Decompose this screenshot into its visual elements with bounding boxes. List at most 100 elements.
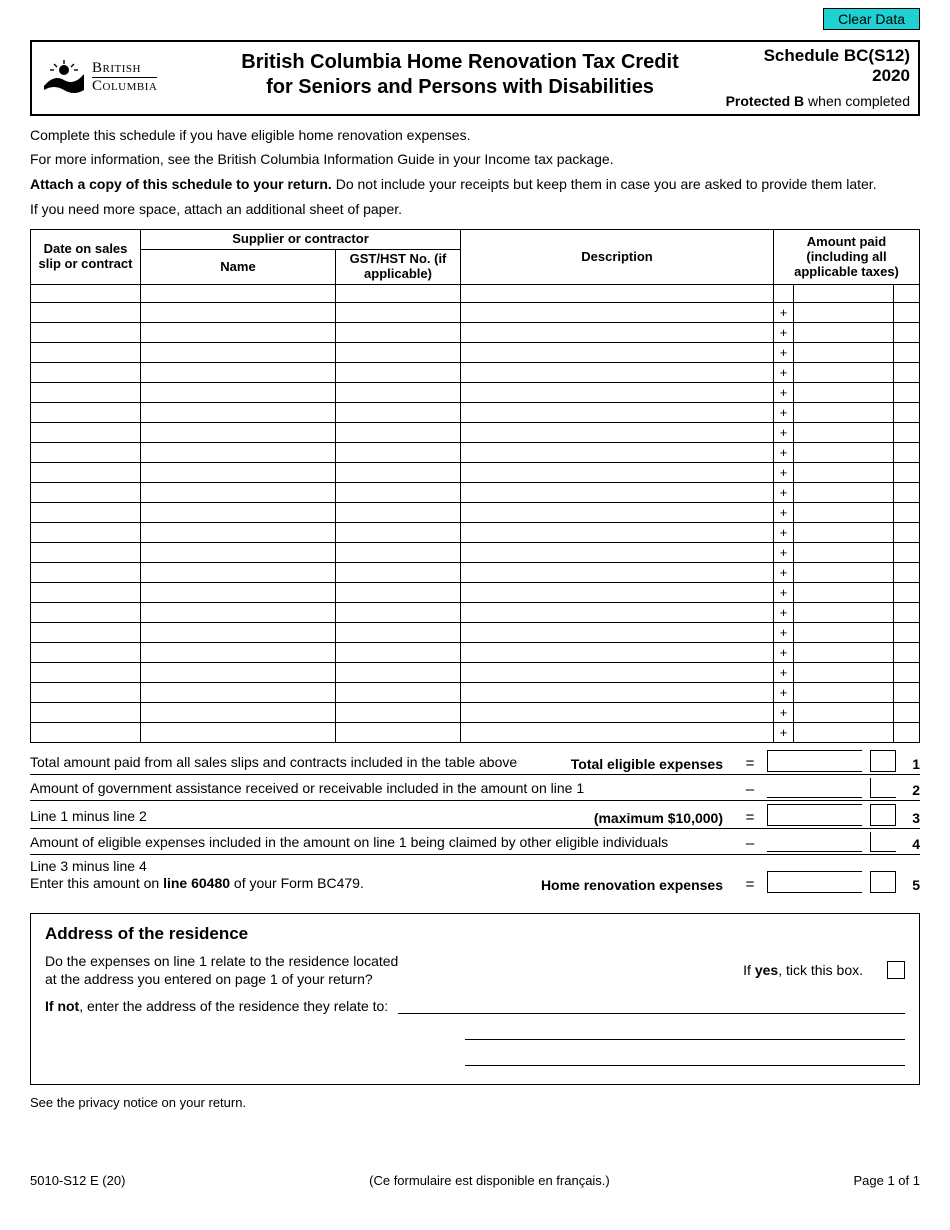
cell-date[interactable] — [31, 642, 141, 662]
cell-description[interactable] — [461, 502, 774, 522]
cell-cents[interactable] — [894, 462, 920, 482]
cell-amount[interactable] — [794, 562, 894, 582]
cell-description[interactable] — [461, 642, 774, 662]
cell-cents[interactable] — [894, 502, 920, 522]
cell-gsthst[interactable] — [336, 582, 461, 602]
line5-cents[interactable] — [870, 871, 896, 893]
cell-amount[interactable] — [794, 462, 894, 482]
cell-cents[interactable] — [894, 622, 920, 642]
cell-cents[interactable] — [894, 542, 920, 562]
cell-gsthst[interactable] — [336, 382, 461, 402]
cell-gsthst[interactable] — [336, 422, 461, 442]
cell-name[interactable] — [141, 582, 336, 602]
cell-description[interactable] — [461, 722, 774, 742]
address-input-line-3[interactable] — [465, 1046, 905, 1066]
line3-cents[interactable] — [870, 804, 896, 826]
cell-gsthst[interactable] — [336, 322, 461, 342]
cell-gsthst[interactable] — [336, 284, 461, 302]
cell-date[interactable] — [31, 502, 141, 522]
cell-gsthst[interactable] — [336, 402, 461, 422]
address-input-line-1[interactable] — [398, 994, 905, 1014]
cell-description[interactable] — [461, 562, 774, 582]
cell-cents[interactable] — [894, 482, 920, 502]
yes-checkbox[interactable] — [887, 961, 905, 979]
cell-date[interactable] — [31, 722, 141, 742]
cell-date[interactable] — [31, 582, 141, 602]
cell-name[interactable] — [141, 342, 336, 362]
cell-name[interactable] — [141, 542, 336, 562]
cell-amount[interactable] — [794, 482, 894, 502]
cell-date[interactable] — [31, 302, 141, 322]
cell-date[interactable] — [31, 682, 141, 702]
cell-amount[interactable] — [794, 422, 894, 442]
cell-cents[interactable] — [894, 522, 920, 542]
cell-description[interactable] — [461, 342, 774, 362]
cell-amount[interactable] — [794, 284, 894, 302]
cell-description[interactable] — [461, 702, 774, 722]
cell-date[interactable] — [31, 522, 141, 542]
cell-amount[interactable] — [794, 402, 894, 422]
cell-amount[interactable] — [794, 522, 894, 542]
cell-amount[interactable] — [794, 682, 894, 702]
cell-amount[interactable] — [794, 302, 894, 322]
cell-name[interactable] — [141, 402, 336, 422]
cell-date[interactable] — [31, 284, 141, 302]
cell-cents[interactable] — [894, 342, 920, 362]
cell-amount[interactable] — [794, 702, 894, 722]
cell-amount[interactable] — [794, 382, 894, 402]
cell-gsthst[interactable] — [336, 562, 461, 582]
cell-gsthst[interactable] — [336, 482, 461, 502]
cell-amount[interactable] — [794, 642, 894, 662]
cell-name[interactable] — [141, 462, 336, 482]
cell-description[interactable] — [461, 322, 774, 342]
cell-date[interactable] — [31, 542, 141, 562]
cell-date[interactable] — [31, 382, 141, 402]
cell-gsthst[interactable] — [336, 522, 461, 542]
cell-description[interactable] — [461, 462, 774, 482]
cell-name[interactable] — [141, 322, 336, 342]
cell-amount[interactable] — [794, 322, 894, 342]
cell-gsthst[interactable] — [336, 502, 461, 522]
cell-name[interactable] — [141, 382, 336, 402]
cell-description[interactable] — [461, 622, 774, 642]
cell-description[interactable] — [461, 422, 774, 442]
cell-date[interactable] — [31, 442, 141, 462]
cell-date[interactable] — [31, 702, 141, 722]
cell-name[interactable] — [141, 522, 336, 542]
cell-amount[interactable] — [794, 362, 894, 382]
cell-cents[interactable] — [894, 562, 920, 582]
cell-amount[interactable] — [794, 342, 894, 362]
cell-description[interactable] — [461, 662, 774, 682]
cell-cents[interactable] — [894, 284, 920, 302]
cell-name[interactable] — [141, 602, 336, 622]
cell-description[interactable] — [461, 542, 774, 562]
cell-cents[interactable] — [894, 442, 920, 462]
cell-cents[interactable] — [894, 702, 920, 722]
cell-cents[interactable] — [894, 642, 920, 662]
cell-name[interactable] — [141, 702, 336, 722]
cell-gsthst[interactable] — [336, 622, 461, 642]
cell-cents[interactable] — [894, 602, 920, 622]
clear-data-button[interactable]: Clear Data — [823, 8, 920, 30]
cell-date[interactable] — [31, 362, 141, 382]
cell-name[interactable] — [141, 562, 336, 582]
cell-amount[interactable] — [794, 602, 894, 622]
cell-name[interactable] — [141, 284, 336, 302]
line1-cents[interactable] — [870, 750, 896, 772]
cell-amount[interactable] — [794, 502, 894, 522]
cell-amount[interactable] — [794, 662, 894, 682]
cell-date[interactable] — [31, 602, 141, 622]
cell-gsthst[interactable] — [336, 542, 461, 562]
line3-amount[interactable] — [767, 804, 862, 826]
cell-name[interactable] — [141, 502, 336, 522]
cell-description[interactable] — [461, 284, 774, 302]
cell-amount[interactable] — [794, 622, 894, 642]
cell-gsthst[interactable] — [336, 642, 461, 662]
cell-cents[interactable] — [894, 662, 920, 682]
cell-description[interactable] — [461, 582, 774, 602]
cell-cents[interactable] — [894, 402, 920, 422]
cell-amount[interactable] — [794, 542, 894, 562]
line5-amount[interactable] — [767, 871, 862, 893]
cell-name[interactable] — [141, 682, 336, 702]
cell-gsthst[interactable] — [336, 682, 461, 702]
